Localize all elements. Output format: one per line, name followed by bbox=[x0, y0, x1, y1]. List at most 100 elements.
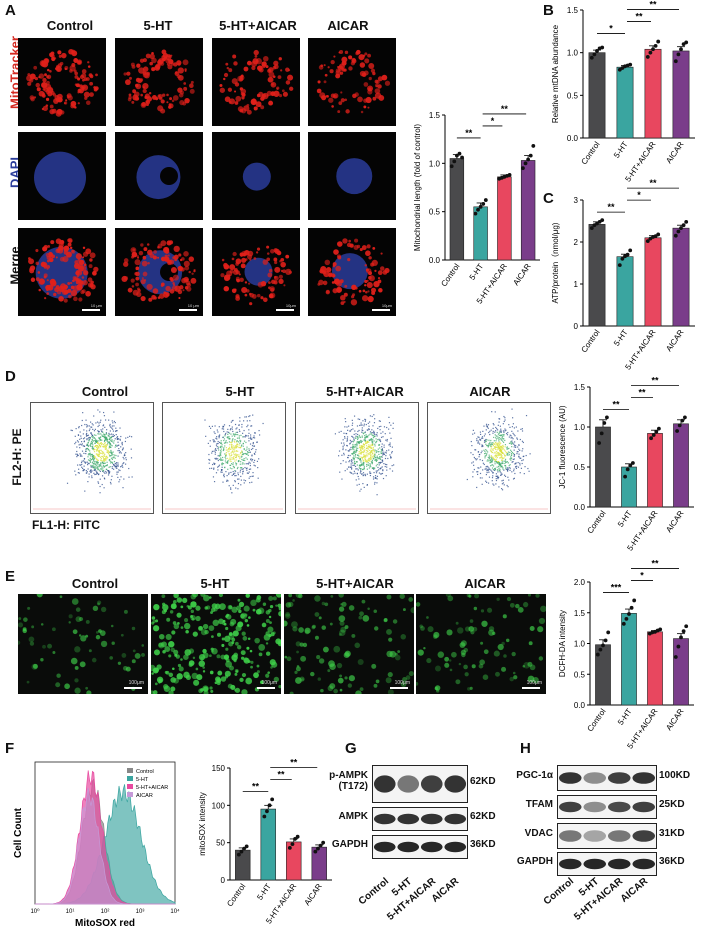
data-point bbox=[684, 624, 689, 629]
x-tick-label: 5-HT bbox=[612, 328, 630, 348]
data-point bbox=[673, 655, 678, 659]
panel-label-a: A bbox=[5, 2, 16, 19]
data-point bbox=[654, 429, 659, 434]
blot-label: AMPK bbox=[338, 811, 368, 822]
chart-D-bar: 0.0 0.5 1.0 1.5 JC-1 fluorescence (AU) Contro… bbox=[558, 375, 694, 553]
x-tick-label: 5-HT bbox=[616, 509, 634, 529]
data-point bbox=[507, 173, 512, 177]
x-tick-label: Control bbox=[585, 707, 607, 733]
scale-bar-text: 100μm bbox=[261, 680, 277, 686]
legend-label: AICAR bbox=[136, 793, 153, 799]
data-point bbox=[677, 423, 682, 428]
y-tick-label: 0.5 bbox=[429, 208, 441, 217]
panel-label-e: E bbox=[5, 568, 16, 585]
data-point bbox=[526, 157, 531, 162]
y-axis-label: DCFH-DA intensity bbox=[558, 610, 567, 677]
panel-label-h: H bbox=[520, 740, 531, 757]
significance-label: ** bbox=[651, 558, 659, 568]
data-point bbox=[629, 605, 634, 610]
blot-size: 62KD bbox=[470, 811, 496, 822]
y-tick-label: 1.0 bbox=[574, 423, 586, 432]
bar-AICAR bbox=[672, 50, 690, 139]
blot-size: 25KD bbox=[659, 799, 685, 810]
data-point bbox=[290, 842, 295, 847]
scale-bar-text: 100μm bbox=[128, 680, 144, 686]
data-point bbox=[676, 644, 681, 649]
data-point bbox=[287, 845, 292, 850]
data-point bbox=[599, 431, 604, 436]
significance-label: * bbox=[609, 24, 613, 34]
hist-x-tick: 10⁴ bbox=[170, 908, 180, 915]
data-point bbox=[684, 40, 689, 45]
data-point bbox=[653, 43, 658, 48]
significance-label: ** bbox=[638, 387, 646, 397]
bar-5-HT bbox=[616, 66, 634, 139]
data-point bbox=[449, 164, 454, 169]
data-point bbox=[628, 463, 633, 468]
data-point bbox=[623, 474, 627, 479]
scale-bar-text: 100μm bbox=[526, 680, 542, 686]
blot-size: 31KD bbox=[659, 828, 685, 839]
d-flow-plot-1 bbox=[162, 402, 286, 514]
blot-size: 36KD bbox=[470, 839, 496, 850]
blot-label-line: p-AMPK bbox=[329, 770, 368, 781]
e-image-0: 100μm bbox=[18, 594, 148, 694]
significance-label: ** bbox=[651, 375, 659, 385]
data-point bbox=[521, 166, 525, 171]
a-col-5ht-aicar: 5-HT+AICAR bbox=[219, 18, 297, 33]
data-point bbox=[681, 223, 686, 228]
data-point bbox=[679, 47, 683, 52]
blot-size: 36KD bbox=[659, 856, 685, 867]
data-point bbox=[595, 49, 599, 53]
data-point bbox=[621, 621, 626, 626]
scale-bar bbox=[390, 687, 408, 689]
e-col-5ht-aicar: 5-HT+AICAR bbox=[316, 576, 394, 591]
y-tick-label: 1.0 bbox=[429, 159, 441, 168]
bar-5-HT+AICAR bbox=[647, 631, 663, 706]
significance-label: ** bbox=[501, 104, 509, 114]
x-tick-label: AICAR bbox=[664, 707, 686, 732]
hist-x-tick: 10¹ bbox=[66, 909, 75, 915]
y-axis-label: mitoSOX intensity bbox=[198, 792, 207, 856]
scale-bar bbox=[276, 309, 294, 311]
blot-label: TFAM bbox=[525, 799, 553, 810]
legend-label: Control bbox=[136, 769, 154, 775]
d-col-5ht: 5-HT bbox=[225, 384, 255, 399]
blot-band-row bbox=[557, 765, 657, 791]
data-point bbox=[649, 436, 653, 441]
significance-label: ** bbox=[635, 12, 643, 22]
data-point bbox=[628, 248, 633, 253]
hist-aicar bbox=[35, 787, 175, 905]
y-tick-label: 150 bbox=[212, 764, 226, 773]
bar-5-HT bbox=[621, 613, 637, 706]
e-image-3: 100μm bbox=[416, 594, 546, 694]
legend-swatch bbox=[127, 792, 133, 797]
hist-x-label: MitoSOX red bbox=[75, 918, 135, 929]
data-point bbox=[589, 226, 594, 231]
y-tick-label: 1.5 bbox=[574, 609, 586, 618]
blot-band-row bbox=[372, 807, 468, 831]
x-tick-label: Control bbox=[439, 262, 461, 288]
a-col-control: Control bbox=[46, 18, 94, 33]
data-point bbox=[265, 809, 269, 814]
legend-label: 5-HT bbox=[136, 777, 149, 783]
data-point bbox=[478, 204, 483, 209]
y-tick-label: 0.0 bbox=[574, 701, 586, 710]
y-tick-label: 0 bbox=[574, 322, 579, 331]
blot-label: GAPDH bbox=[331, 839, 368, 850]
data-point bbox=[523, 161, 528, 166]
significance-label: ** bbox=[277, 769, 285, 779]
scale-bar-text: 10μm bbox=[381, 303, 392, 308]
x-tick-label: Control bbox=[579, 140, 601, 166]
a-micrograph-mito-2 bbox=[212, 38, 300, 126]
a-micrograph-merge-1: 10 μm bbox=[115, 228, 203, 316]
data-point bbox=[683, 415, 687, 420]
data-point bbox=[601, 643, 605, 648]
a-micrograph-dapi-1 bbox=[115, 132, 203, 220]
bar-Control bbox=[588, 224, 606, 327]
bar-Control bbox=[449, 158, 465, 261]
y-tick-label: 0.5 bbox=[567, 91, 579, 100]
panel-label-c: C bbox=[543, 190, 554, 207]
